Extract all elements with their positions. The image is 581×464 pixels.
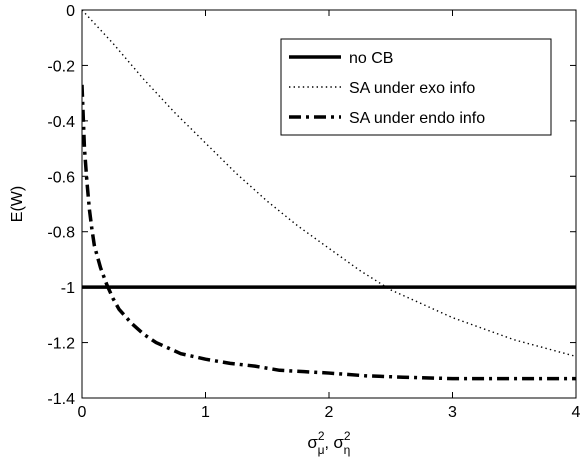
- legend-label-3: SA under endo info: [349, 110, 485, 127]
- x-tick-label: 2: [325, 404, 334, 421]
- y-tick-label: -0.4: [47, 114, 75, 131]
- series-line-3: [82, 84, 576, 381]
- y-tick-label: -1.4: [47, 391, 75, 408]
- x-tick-label: 4: [572, 404, 581, 421]
- y-tick-label: 0: [66, 3, 75, 20]
- x-tick-label: 0: [78, 404, 87, 421]
- y-tick-label: -0.8: [47, 225, 75, 242]
- y-tick-label: -0.2: [47, 58, 75, 75]
- y-axis-label: E(W): [9, 186, 26, 222]
- y-tick-label: -0.6: [47, 169, 75, 186]
- x-tick-label: 3: [448, 404, 457, 421]
- legend-label-1: no CB: [349, 50, 393, 67]
- y-tick-label: -1.2: [47, 336, 75, 353]
- legend: no CB SA under exo info SA under endo info: [280, 38, 552, 136]
- legend-label-2: SA under exo info: [349, 80, 475, 97]
- x-tick-label: 1: [201, 404, 210, 421]
- series-line-2: [82, 10, 576, 358]
- plot-area: [82, 10, 576, 381]
- x-axis-label: σ2 μ, σ2 η: [307, 429, 351, 457]
- y-tick-label: -1: [61, 280, 75, 297]
- axes: 0 1 2 3 4 0 -0.2 -0.4 -0.6 -0.8 -1 -1.2 -1.4 E(W) σ2 μ,…: [9, 3, 581, 457]
